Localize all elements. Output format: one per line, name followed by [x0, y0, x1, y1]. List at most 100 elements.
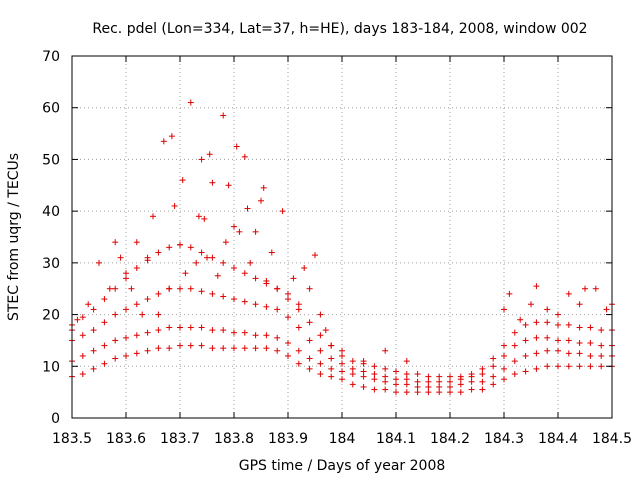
data-point [403, 358, 410, 365]
data-point [166, 345, 173, 352]
data-point [565, 337, 572, 344]
data-point [112, 285, 119, 292]
data-point [198, 324, 205, 331]
data-point [349, 381, 356, 388]
data-point [312, 252, 318, 259]
data-point [522, 352, 529, 359]
data-point [209, 254, 216, 261]
data-point [414, 378, 421, 385]
data-point [592, 285, 599, 292]
data-point [220, 327, 227, 334]
data-point [168, 133, 175, 140]
data-point [128, 285, 135, 292]
data-point [414, 383, 421, 390]
data-point [382, 386, 389, 393]
data-point [101, 342, 108, 349]
data-point [106, 285, 113, 292]
data-point [112, 337, 119, 344]
data-point [290, 275, 297, 282]
data-point [274, 347, 281, 354]
data-point [382, 347, 389, 354]
x-tick-label: 183.8 [214, 431, 254, 447]
data-point [403, 376, 410, 383]
y-tick-label: 60 [42, 101, 60, 117]
data-point [349, 358, 356, 365]
data-point [479, 386, 486, 393]
data-point [166, 324, 173, 331]
data-point [490, 363, 497, 370]
data-point [241, 270, 248, 277]
data-point [231, 345, 237, 352]
data-point [328, 342, 335, 349]
data-point [241, 345, 248, 352]
data-point [263, 277, 270, 284]
data-point [425, 373, 432, 380]
data-point [268, 249, 275, 256]
data-point [220, 345, 227, 352]
data-point [285, 314, 291, 321]
data-point [511, 329, 518, 336]
data-point [222, 239, 229, 246]
data-point [576, 350, 583, 357]
data-point [231, 223, 237, 230]
data-point [339, 352, 345, 359]
x-tick-label: 184 [329, 431, 356, 447]
x-tick-label: 183.9 [268, 431, 308, 447]
data-point [317, 371, 324, 378]
data-point [468, 371, 475, 378]
data-point [339, 360, 345, 367]
data-point [220, 293, 227, 300]
data-point [360, 358, 367, 365]
data-point [533, 319, 540, 326]
y-tick-label: 30 [42, 256, 60, 272]
data-point [425, 383, 432, 390]
data-point [317, 311, 324, 318]
data-point [501, 342, 507, 349]
data-point [209, 290, 216, 297]
data-point [468, 386, 475, 393]
data-point [187, 342, 194, 349]
data-point [258, 197, 264, 204]
data-point [241, 298, 248, 305]
data-point [501, 365, 507, 372]
data-point [382, 365, 389, 372]
data-point [252, 301, 259, 308]
data-point [382, 378, 389, 385]
data-point [425, 389, 432, 396]
data-point [171, 202, 178, 209]
y-tick-label: 50 [42, 152, 60, 168]
data-point [279, 208, 286, 215]
data-point [517, 316, 524, 323]
data-point [247, 259, 254, 266]
data-point [522, 368, 529, 375]
data-point [263, 303, 270, 310]
data-point [555, 347, 561, 354]
data-point [177, 324, 183, 331]
data-point [555, 363, 561, 370]
data-point [112, 355, 119, 362]
y-tick-label: 20 [42, 308, 60, 324]
data-point [576, 363, 583, 370]
data-point [511, 371, 518, 378]
data-point [144, 254, 151, 261]
data-point [436, 378, 443, 385]
data-point [544, 306, 551, 313]
data-point [403, 371, 410, 378]
x-tick-label: 183.7 [160, 431, 200, 447]
data-point [295, 324, 302, 331]
data-point [555, 311, 561, 318]
data-point [101, 296, 108, 303]
data-point [193, 259, 200, 266]
data-point [371, 363, 378, 370]
data-point [133, 265, 140, 272]
data-point [79, 314, 86, 321]
data-point [565, 321, 572, 328]
data-point [285, 340, 291, 347]
x-axis-label: GPS time / Days of year 2008 [239, 458, 446, 474]
data-point [133, 332, 140, 339]
data-point [576, 301, 583, 308]
data-point [209, 327, 216, 334]
data-point [339, 347, 345, 354]
data-point [295, 347, 302, 354]
